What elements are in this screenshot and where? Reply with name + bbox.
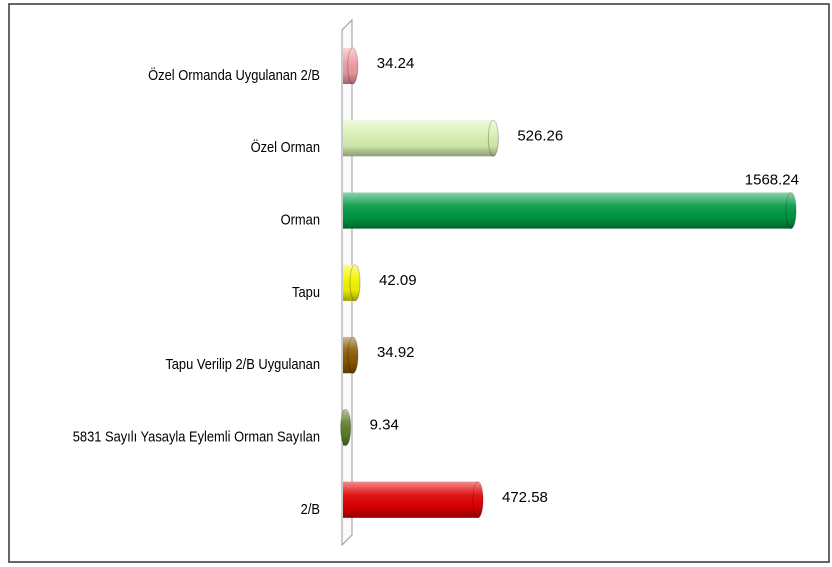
category-label: Tapu Verilip 2/B Uygulanan: [165, 355, 320, 372]
value-label: 34.92: [377, 344, 415, 361]
value-label: 1568.24: [745, 172, 799, 189]
bar-cap-shade: [786, 192, 796, 229]
bar-shade: [343, 120, 494, 157]
value-label: 34.24: [377, 55, 415, 72]
category-label: 5831 Sayılı Yasayla Eylemli Orman Sayıla…: [73, 428, 320, 445]
value-label: 42.09: [379, 272, 417, 289]
bar-shade: [343, 481, 479, 518]
value-label: 9.34: [370, 416, 399, 433]
frame: [8, 3, 830, 563]
bar-cap-shade: [340, 409, 351, 446]
value-label: 472.58: [502, 489, 548, 506]
category-label: Orman: [281, 211, 320, 228]
bar-cap-shade: [347, 337, 358, 374]
bar-cap-shade: [350, 264, 361, 301]
category-label: 2/B: [301, 500, 320, 517]
category-label: Özel Ormanda Uygulanan 2/B: [148, 65, 320, 83]
category-label: Tapu: [292, 283, 320, 300]
bar-cap-shade: [473, 481, 484, 518]
bar-shade: [343, 192, 791, 229]
bar-cap-shade: [347, 48, 358, 84]
category-label: Özel Orman: [251, 137, 320, 155]
bar-cap-shade: [488, 120, 499, 157]
value-label: 526.26: [517, 127, 563, 144]
